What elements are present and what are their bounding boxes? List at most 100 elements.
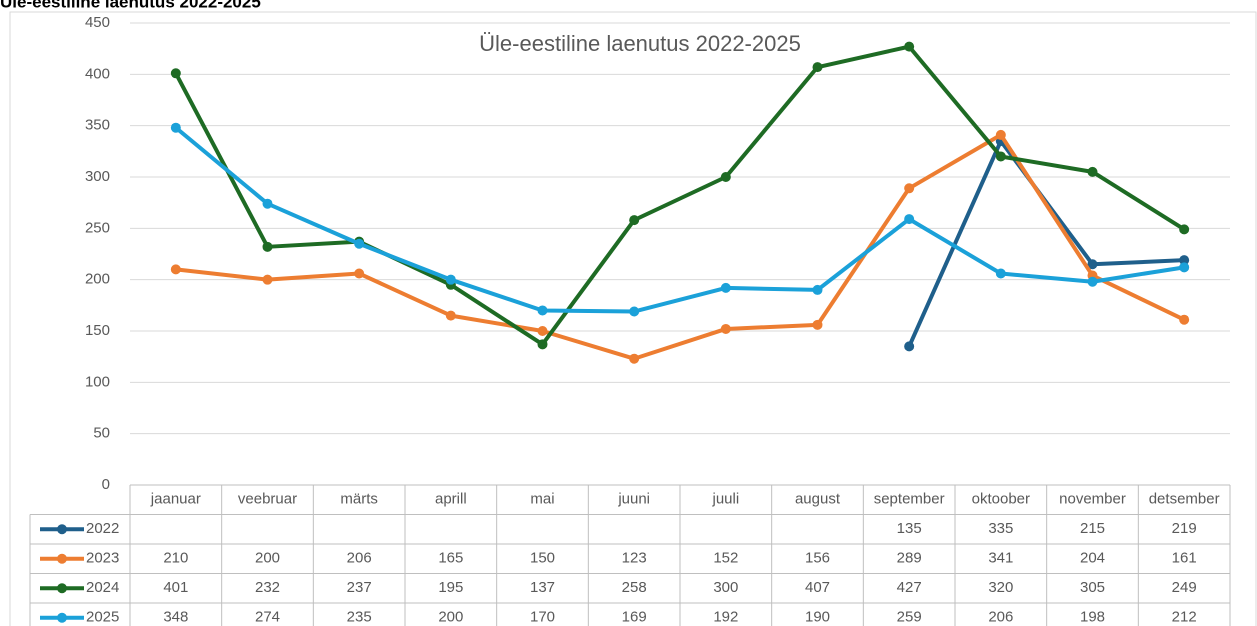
table-value: 259 <box>897 609 922 626</box>
point <box>995 129 1006 140</box>
table-value: 204 <box>1080 550 1105 567</box>
point <box>1179 224 1190 235</box>
table-value: 170 <box>530 609 555 626</box>
x-tick-label: juuli <box>711 491 739 508</box>
table-value: 200 <box>438 609 463 626</box>
point <box>354 268 365 279</box>
x-tick-label: september <box>874 491 945 508</box>
table-value: 249 <box>1172 579 1197 596</box>
table-value: 232 <box>255 579 280 596</box>
table-value: 206 <box>988 609 1013 626</box>
y-tick-label: 300 <box>85 168 110 185</box>
point <box>629 215 640 226</box>
y-tick-label: 150 <box>85 322 110 339</box>
x-tick-label: detsember <box>1149 491 1220 508</box>
x-tick-label: november <box>1059 491 1126 508</box>
table-value: 427 <box>897 579 922 596</box>
point <box>904 183 915 194</box>
x-tick-label: august <box>795 491 841 508</box>
table-value: 156 <box>805 550 830 567</box>
y-tick-label: 0 <box>102 476 110 493</box>
chart-title: Üle-eestiline laenutus 2022-2025 <box>479 31 801 56</box>
table-value: 348 <box>163 609 188 626</box>
point <box>812 62 823 73</box>
point <box>1087 259 1098 270</box>
table-value: 161 <box>1172 550 1197 567</box>
legend-label: 2024 <box>86 579 119 596</box>
point <box>170 122 181 133</box>
table-value: 274 <box>255 609 280 626</box>
point <box>262 274 273 285</box>
table-value: 289 <box>897 550 922 567</box>
point <box>445 310 456 321</box>
point <box>904 341 915 352</box>
table-value: 150 <box>530 550 555 567</box>
point <box>170 68 181 79</box>
table-value: 169 <box>622 609 647 626</box>
point <box>262 241 273 252</box>
y-tick-label: 250 <box>85 219 110 236</box>
table-value: 195 <box>438 579 463 596</box>
y-tick-label: 400 <box>85 65 110 82</box>
legend-key <box>57 553 67 564</box>
legend-key <box>57 524 67 535</box>
table-value: 190 <box>805 609 830 626</box>
point <box>720 172 731 182</box>
point <box>537 339 548 350</box>
table-value: 215 <box>1080 520 1105 537</box>
point <box>995 151 1006 162</box>
table-value: 219 <box>1172 520 1197 537</box>
point <box>1179 314 1190 325</box>
table-value: 235 <box>347 609 372 626</box>
point <box>445 274 456 285</box>
table-value: 237 <box>347 579 372 596</box>
table-value: 135 <box>897 520 922 537</box>
x-tick-label: veebruar <box>238 491 297 508</box>
y-tick-label: 200 <box>85 271 110 288</box>
table-value: 200 <box>255 550 280 567</box>
x-tick-label: märts <box>340 491 378 508</box>
legend-label: 2025 <box>86 609 119 626</box>
point <box>537 305 548 316</box>
table-value: 152 <box>713 550 738 567</box>
point <box>812 284 823 295</box>
point <box>170 264 181 275</box>
point <box>904 214 915 225</box>
point <box>1087 276 1098 287</box>
table-value: 210 <box>163 550 188 567</box>
y-tick-label: 100 <box>85 373 110 390</box>
point <box>1179 255 1190 266</box>
x-tick-label: aprill <box>435 491 467 508</box>
table-value: 320 <box>988 579 1013 596</box>
x-tick-label: juuni <box>617 491 650 508</box>
table-value: 341 <box>988 550 1013 567</box>
point <box>720 282 731 293</box>
point <box>1179 262 1190 273</box>
table-value: 198 <box>1080 609 1105 626</box>
table-value: 192 <box>713 609 738 626</box>
point <box>629 353 640 364</box>
table-value: 137 <box>530 579 555 596</box>
table-value: 407 <box>805 579 830 596</box>
table-value: 401 <box>163 579 188 596</box>
table-value: 206 <box>347 550 372 567</box>
legend-key <box>57 583 67 594</box>
y-tick-label: 350 <box>85 117 110 134</box>
point <box>720 323 731 334</box>
x-tick-label: jaanuar <box>150 491 201 508</box>
point <box>537 326 548 336</box>
x-tick-label: oktoober <box>972 491 1030 508</box>
table-value: 258 <box>622 579 647 596</box>
x-tick-label: mai <box>530 491 554 508</box>
table-value: 305 <box>1080 579 1105 596</box>
y-tick-label: 450 <box>85 14 110 31</box>
point <box>262 198 273 209</box>
legend-label: 2022 <box>86 520 119 537</box>
table-value: 300 <box>713 579 738 596</box>
point <box>812 319 823 330</box>
table-value: 123 <box>622 550 647 567</box>
chart-frame <box>9 11 1257 626</box>
series-line <box>174 44 1186 347</box>
table-value: 335 <box>988 520 1013 537</box>
